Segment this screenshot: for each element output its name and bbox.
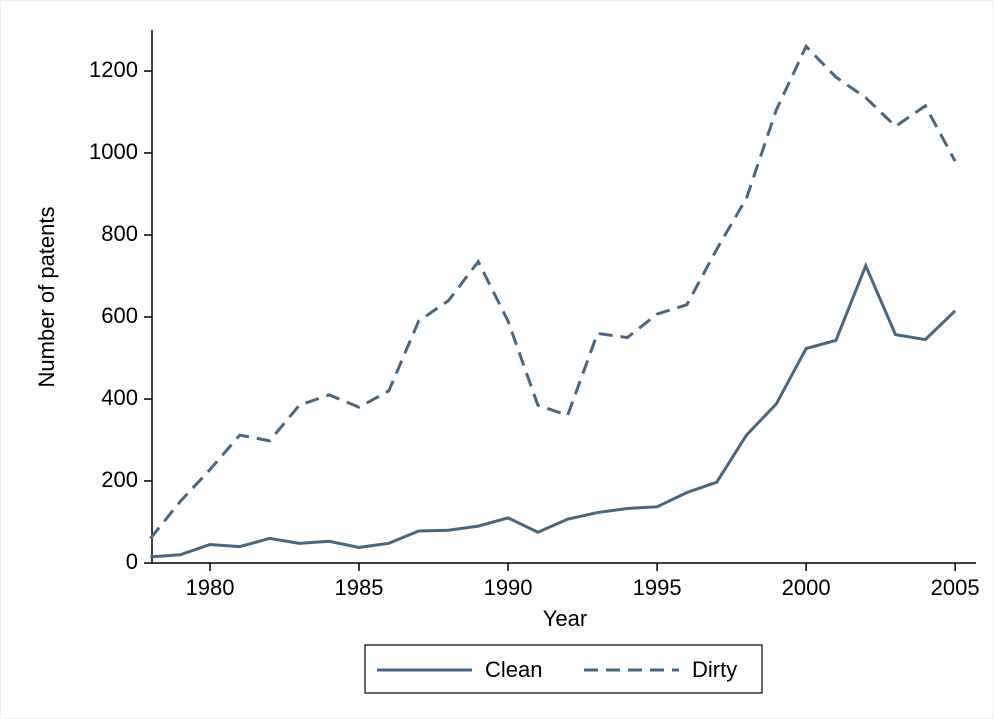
x-tick-label: 1980 [186,575,235,600]
y-tick-label: 0 [126,549,138,574]
line-series [149,43,957,540]
y-tick-label: 600 [101,303,138,328]
y-tick-label: 400 [101,385,138,410]
legend-box [364,644,763,694]
x-tick-label: 2005 [931,575,980,600]
y-tick-label: 1000 [89,139,138,164]
x-tick-label: 2000 [782,575,831,600]
legend-label: Dirty [692,657,737,682]
y-tick-label: 1200 [89,57,138,82]
x-axis-label: Year [543,606,587,631]
x-tick-label: 1995 [633,575,682,600]
y-axis-label: Number of patents [34,207,59,388]
y-tick-label: 800 [101,221,138,246]
x-tick-label: 1985 [335,575,384,600]
legend-label: Clean [485,657,542,682]
line-series [150,261,957,559]
y-tick-label: 200 [101,467,138,492]
x-tick-label: 1990 [484,575,533,600]
